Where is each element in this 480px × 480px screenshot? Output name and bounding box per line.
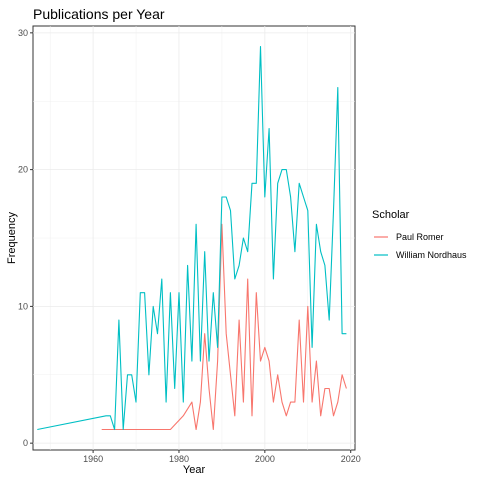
series-line-william-nordhaus <box>37 45 347 431</box>
x-tick-label: 2000 <box>255 454 275 464</box>
x-tick-label: 1960 <box>83 454 103 464</box>
legend-title: Scholar <box>372 209 410 221</box>
y-tick-label: 30 <box>18 28 28 38</box>
legend-label-william-nordhaus: William Nordhaus <box>396 250 467 260</box>
series-lines <box>37 45 347 431</box>
y-tick-label: 0 <box>23 438 28 448</box>
legend-label-paul-romer: Paul Romer <box>396 232 444 242</box>
x-tick-label: 2020 <box>341 454 361 464</box>
y-axis-title: Frequency <box>6 212 18 264</box>
y-axis-ticks: 0 10 20 30 <box>18 28 33 448</box>
x-axis-title: Year <box>183 464 206 476</box>
chart-title: Publications per Year <box>33 6 165 22</box>
legend: Scholar Paul Romer William Nordhaus <box>372 209 467 260</box>
series-line-paul-romer <box>101 223 347 431</box>
y-tick-label: 20 <box>18 165 28 175</box>
x-axis-ticks: 1960 1980 2000 2020 <box>83 450 361 464</box>
x-tick-label: 1980 <box>169 454 189 464</box>
y-tick-label: 10 <box>18 301 28 311</box>
grid <box>33 26 355 450</box>
